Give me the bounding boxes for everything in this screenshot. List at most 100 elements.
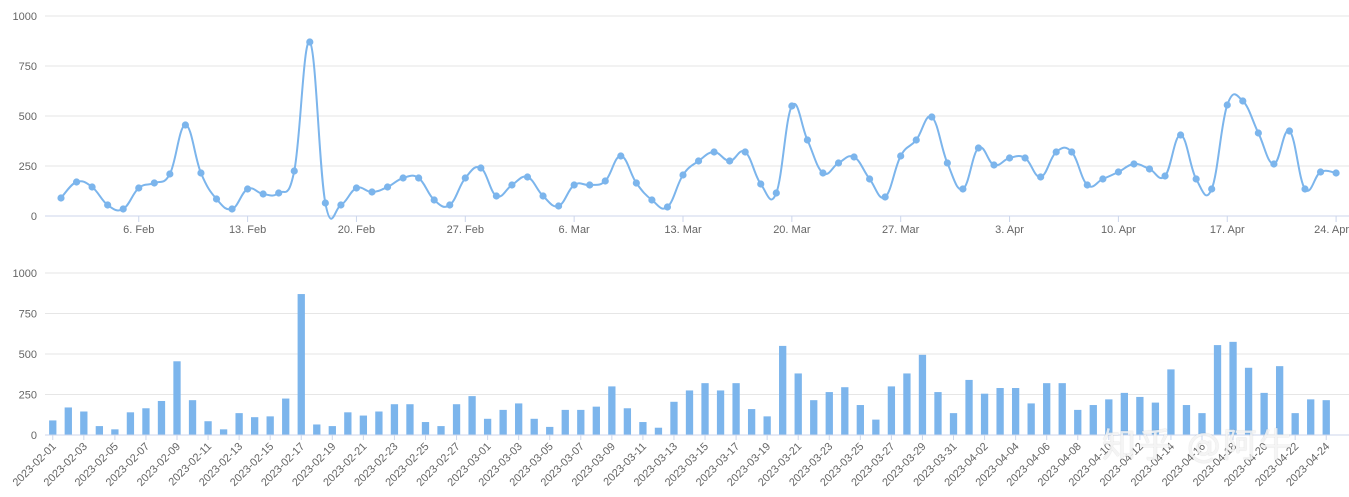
data-point xyxy=(726,157,734,165)
bar xyxy=(1105,399,1113,435)
data-point xyxy=(1316,168,1325,176)
bar xyxy=(623,408,632,435)
bar xyxy=(980,393,989,435)
bar xyxy=(856,405,864,435)
bar xyxy=(95,426,104,435)
data-point xyxy=(57,194,65,202)
data-point xyxy=(1270,160,1278,168)
data-point xyxy=(72,178,81,186)
data-point xyxy=(990,161,998,169)
bar-chart-series[interactable] xyxy=(49,294,1330,435)
data-point xyxy=(928,113,936,121)
bar xyxy=(1089,405,1097,435)
data-point xyxy=(197,169,205,177)
bar xyxy=(80,411,88,435)
series-line xyxy=(60,40,1337,220)
bar xyxy=(530,418,538,435)
data-point xyxy=(166,170,174,178)
data-point xyxy=(415,174,423,182)
x-tick-label: 20. Feb xyxy=(338,224,375,236)
data-point xyxy=(523,173,532,181)
data-point xyxy=(477,164,485,172)
data-point xyxy=(306,38,314,46)
data-point xyxy=(555,202,563,210)
x-tick-label: 3. Apr xyxy=(995,224,1024,236)
data-point xyxy=(866,175,874,183)
bar xyxy=(872,419,880,435)
data-point xyxy=(1161,172,1169,180)
data-point xyxy=(508,181,516,189)
bar xyxy=(1229,341,1237,435)
bar xyxy=(1198,413,1206,435)
data-point xyxy=(772,189,780,197)
data-point xyxy=(181,121,189,129)
bar xyxy=(173,361,181,435)
x-tick-label: 10. Apr xyxy=(1101,224,1136,236)
data-point xyxy=(741,148,749,156)
bar xyxy=(359,415,368,435)
data-point xyxy=(757,180,765,188)
data-point xyxy=(1332,169,1340,177)
data-point xyxy=(586,181,594,189)
bar xyxy=(1307,399,1315,435)
bar xyxy=(1182,405,1191,435)
x-tick-label: 6. Mar xyxy=(559,224,591,236)
bar xyxy=(732,383,740,435)
x-tick-label: 20. Mar xyxy=(773,224,811,236)
bar xyxy=(188,400,197,435)
bar xyxy=(810,400,818,435)
bar xyxy=(297,294,305,435)
bar xyxy=(965,379,973,435)
bar xyxy=(779,345,787,435)
bar xyxy=(390,404,399,435)
data-point xyxy=(601,177,609,185)
bar xyxy=(282,398,290,435)
data-point xyxy=(352,184,361,192)
bar xyxy=(49,420,57,435)
bar xyxy=(918,354,927,435)
data-point xyxy=(897,152,905,160)
data-point xyxy=(617,152,625,160)
bar xyxy=(1074,409,1082,435)
data-point xyxy=(461,174,469,182)
bar xyxy=(1136,396,1144,435)
bar xyxy=(639,422,647,435)
bar xyxy=(406,404,414,435)
bar xyxy=(204,421,212,435)
bar xyxy=(468,396,476,435)
bar xyxy=(670,401,678,435)
data-point xyxy=(974,144,983,152)
data-point xyxy=(337,201,345,209)
bar xyxy=(716,390,725,435)
data-point xyxy=(539,192,547,200)
bar xyxy=(1120,392,1128,435)
bar xyxy=(1244,367,1253,435)
y-tick-label: 1000 xyxy=(13,11,37,23)
data-point xyxy=(679,171,687,179)
bar xyxy=(1043,383,1051,435)
x-tick-label: 17. Apr xyxy=(1210,224,1245,236)
y-tick-label: 750 xyxy=(19,61,37,73)
bar xyxy=(499,409,507,435)
bar xyxy=(1011,388,1020,435)
data-point xyxy=(1052,148,1060,156)
daily-bar-chart: 0 250 500 750 1000 2023-02-012023-02-032023-… xyxy=(11,268,1349,489)
x-tick-label: 13. Feb xyxy=(229,224,266,236)
data-point xyxy=(1239,97,1247,105)
data-point xyxy=(710,148,718,156)
y-tick-label: 0 xyxy=(31,430,37,442)
data-point xyxy=(1223,101,1231,109)
y-tick-label: 250 xyxy=(19,390,37,402)
data-point xyxy=(943,159,951,167)
x-tick-label: 6. Feb xyxy=(123,224,154,236)
data-point xyxy=(135,184,143,192)
bar xyxy=(1151,402,1160,435)
bar xyxy=(266,416,274,435)
line-chart-series[interactable] xyxy=(57,38,1340,220)
data-point xyxy=(244,185,252,193)
y-tick-label: 250 xyxy=(19,161,37,173)
data-point xyxy=(1130,160,1138,168)
bar xyxy=(515,403,523,435)
data-point xyxy=(648,196,656,204)
data-point xyxy=(1208,185,1216,193)
